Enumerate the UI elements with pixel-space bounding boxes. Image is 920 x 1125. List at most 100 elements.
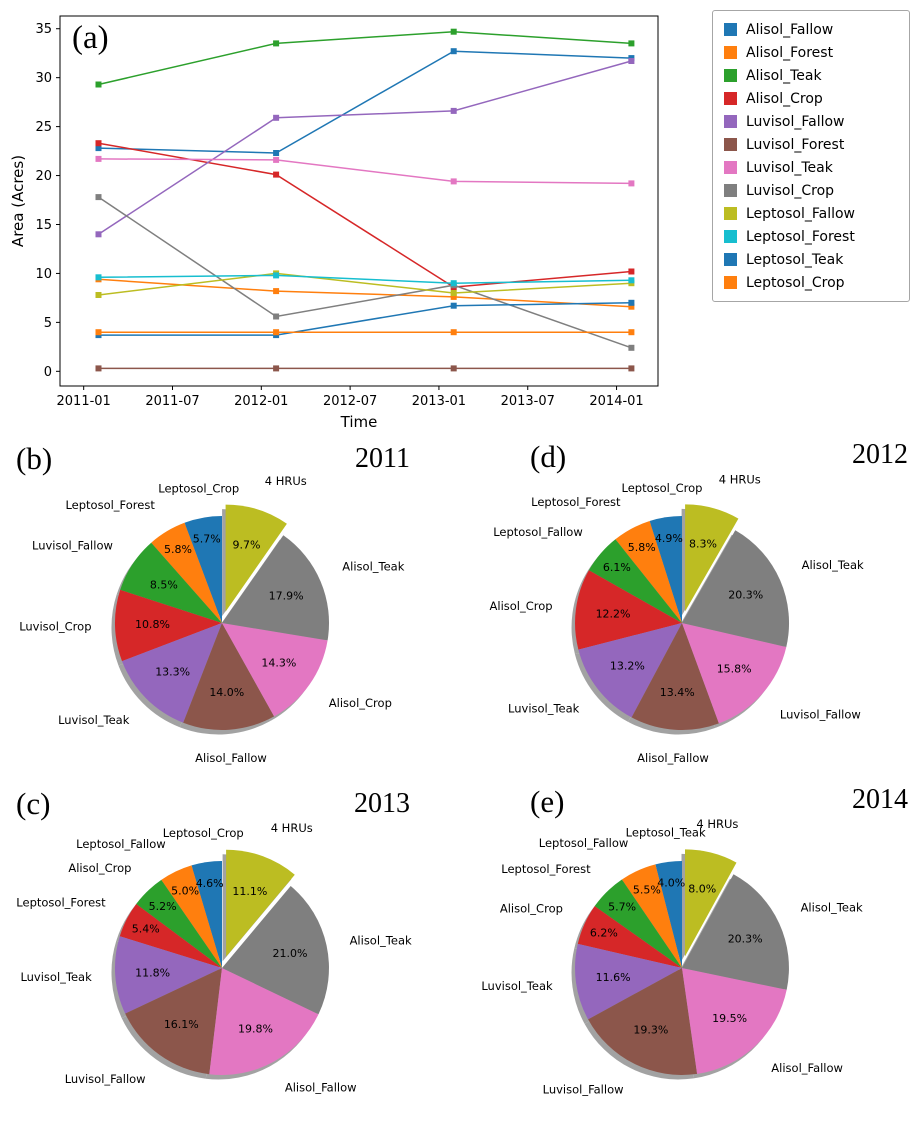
pie-panel-2012: 4.9% Leptosol_Crop 5.8% Leptosol_Forest 6.1%…: [460, 435, 920, 780]
pie-percent-label: 10.8%: [135, 618, 170, 631]
axes: 2011-01 2011-07 2012-01 2012-07 2013-01 2013-…: [9, 15, 659, 431]
pie-slice-Alisol-Crop: [222, 623, 328, 717]
pie-slice-label: 4 HRUs: [265, 474, 307, 488]
pie-slice-label: Luvisol_Fallow: [543, 1083, 624, 1097]
legend-label: Leptosol_Fallow: [746, 205, 855, 222]
legend-item-Alisol_Crop: Alisol_Crop: [724, 89, 898, 108]
data-point-marker: [95, 274, 102, 281]
data-point-marker: [95, 155, 102, 162]
pie-percent-label: 4.6%: [196, 877, 224, 890]
pie-slice-Alisol-Fallow: [631, 623, 719, 730]
legend-label: Alisol_Fallow: [746, 21, 834, 38]
data-point-marker: [273, 114, 280, 121]
pie-percent-label: 11.8%: [135, 966, 170, 979]
legend-marker-icon: [724, 46, 737, 59]
pie-slice-label: Luvisol_Fallow: [65, 1072, 146, 1086]
svg-text:0: 0: [44, 365, 52, 380]
pie-slice-Luvisol-Fallow: [120, 542, 222, 623]
pie-percent-label: 8.0%: [688, 883, 716, 896]
pie-slice-label: Alisol_Crop: [68, 861, 131, 875]
pie-slice-Luvisol-Teak: [114, 936, 222, 1014]
panel-letter-d: (d): [530, 439, 567, 474]
svg-text:25: 25: [35, 120, 52, 135]
legend-item-Leptosol_Crop: Leptosol_Crop: [724, 273, 898, 292]
legend-marker-icon: [724, 184, 737, 197]
panel-letter-b: (b): [16, 441, 53, 476]
data-point-marker: [273, 313, 280, 320]
series-Leptosol_Forest: [95, 272, 635, 287]
panel-letter-e: (e): [530, 784, 565, 819]
pie-slice-label: Alisol_Fallow: [637, 751, 709, 765]
svg-text:15: 15: [35, 218, 52, 233]
pie-slice-label: Leptosol_Crop: [622, 481, 703, 495]
pie-panel-2013: 4.6% Leptosol_Crop 5.0% Leptosol_Fallow 5.2%…: [0, 780, 460, 1125]
svg-text:2013-01: 2013-01: [412, 394, 466, 409]
pie-chart-2014: 4.0% Leptosol_Teak 5.5% Leptosol_Fallow 5.7%…: [481, 817, 863, 1097]
legend-item-Leptosol_Teak: Leptosol_Teak: [724, 250, 898, 269]
pie-slice-4-HRUs: [685, 849, 737, 957]
pie-slice-label: Leptosol_Forest: [501, 862, 591, 876]
data-point-marker: [273, 171, 280, 178]
data-point-marker: [628, 344, 635, 351]
pie-percent-label: 8.5%: [150, 578, 178, 591]
pie-percent-label: 5.8%: [164, 543, 192, 556]
pie-percent-label: 13.4%: [660, 686, 695, 699]
pie-percent-label: 20.3%: [728, 589, 763, 602]
svg-text:2011-01: 2011-01: [57, 394, 111, 409]
pie-percent-label: 5.7%: [608, 900, 636, 913]
legend-marker-icon: [724, 230, 737, 243]
data-point-marker: [450, 302, 457, 309]
data-point-marker: [95, 292, 102, 298]
pie-slice-Alisol-Fallow: [209, 968, 319, 1075]
pie-percent-label: 21.0%: [272, 947, 307, 960]
legend-item-Luvisol_Forest: Luvisol_Forest: [724, 135, 898, 154]
data-point-marker: [628, 180, 635, 187]
pie-slice-label: Leptosol_Fallow: [539, 836, 629, 850]
pie-percent-label: 6.1%: [603, 561, 631, 574]
pie-percent-label: 5.7%: [193, 532, 221, 545]
data-point-marker: [95, 365, 102, 372]
legend-label: Alisol_Crop: [746, 90, 823, 107]
series-Leptosol_Crop: [95, 329, 635, 336]
pie-slice-Alisol-Teak: [682, 874, 789, 990]
pie-slice-Luvisol-Fallow: [125, 968, 222, 1075]
pie-slice-label: Alisol_Fallow: [771, 1061, 843, 1075]
pie-slice-label: Leptosol_Fallow: [76, 837, 166, 851]
pie-percent-label: 11.1%: [232, 885, 267, 898]
data-point-marker: [95, 81, 102, 88]
data-point-marker: [450, 107, 457, 114]
pie-slice-Luvisol-Fallow: [588, 968, 698, 1075]
pie-slice-label: Luvisol_Teak: [58, 713, 130, 727]
svg-text:10: 10: [35, 267, 52, 282]
legend-label: Leptosol_Teak: [746, 251, 844, 268]
legend-label: Alisol_Forest: [746, 44, 834, 61]
legend-label: Luvisol_Crop: [746, 182, 835, 199]
svg-text:2012-07: 2012-07: [323, 394, 377, 409]
pie-slice-4-HRUs: [685, 504, 739, 612]
year-label-2012: 2012: [852, 439, 908, 470]
series-Alisol_Teak: [95, 28, 635, 88]
pie-slice-4-HRUs: [225, 504, 287, 612]
year-label-2013: 2013: [354, 788, 410, 819]
pie-slice-label: Alisol_Crop: [329, 696, 392, 710]
pie-percent-label: 5.4%: [132, 923, 160, 936]
svg-text:2013-07: 2013-07: [501, 394, 555, 409]
line-chart: 2011-01 2011-07 2012-01 2012-07 2013-01 2013-…: [9, 15, 659, 431]
pie-slice-Leptosol-Forest: [615, 521, 682, 623]
data-point-marker: [628, 303, 635, 310]
data-point-marker: [450, 293, 457, 300]
data-point-marker: [273, 40, 280, 47]
data-point-marker: [628, 365, 635, 372]
pie-percent-label: 8.3%: [689, 538, 717, 551]
pie-percent-label: 9.7%: [232, 539, 260, 552]
legend-item-Luvisol_Teak: Luvisol_Teak: [724, 158, 898, 177]
pie-slice-label: 4 HRUs: [696, 817, 738, 831]
pie-slice-Alisol-Crop: [136, 879, 222, 968]
pie-slice-label: Leptosol_Teak: [626, 825, 706, 839]
pie-percent-label: 14.3%: [261, 656, 296, 669]
pie-percent-label: 13.2%: [610, 659, 645, 672]
pie-slice-label: Alisol_Teak: [801, 900, 863, 914]
pie-slice-label: Luvisol_Fallow: [780, 707, 861, 721]
data-point-marker: [95, 194, 102, 201]
svg-text:5: 5: [44, 316, 52, 331]
